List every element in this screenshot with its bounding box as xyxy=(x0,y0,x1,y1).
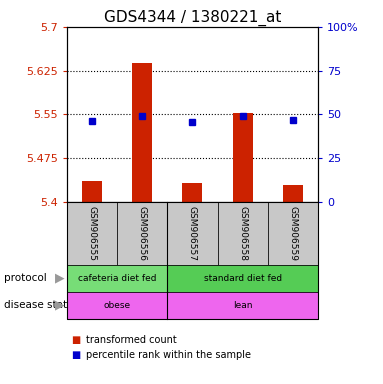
Bar xyxy=(82,181,102,202)
Text: GSM906558: GSM906558 xyxy=(238,206,247,261)
Text: lean: lean xyxy=(233,301,252,310)
Text: protocol: protocol xyxy=(4,273,47,283)
Text: ■: ■ xyxy=(71,350,80,360)
Text: cafeteria diet fed: cafeteria diet fed xyxy=(78,274,156,283)
Text: GSM906557: GSM906557 xyxy=(188,206,197,261)
Bar xyxy=(182,183,203,202)
Text: GSM906559: GSM906559 xyxy=(288,206,297,261)
Text: standard diet fed: standard diet fed xyxy=(204,274,282,283)
Text: percentile rank within the sample: percentile rank within the sample xyxy=(86,350,251,360)
Text: GSM906556: GSM906556 xyxy=(138,206,147,261)
Text: ▶: ▶ xyxy=(54,299,64,312)
Text: disease state: disease state xyxy=(4,300,73,310)
Text: obese: obese xyxy=(104,301,131,310)
Text: transformed count: transformed count xyxy=(86,335,177,345)
Text: GSM906555: GSM906555 xyxy=(88,206,97,261)
Text: ▶: ▶ xyxy=(54,272,64,285)
Title: GDS4344 / 1380221_at: GDS4344 / 1380221_at xyxy=(104,9,281,25)
Text: ■: ■ xyxy=(71,335,80,345)
Bar xyxy=(132,63,152,202)
Bar xyxy=(232,113,253,202)
Bar xyxy=(283,185,303,202)
